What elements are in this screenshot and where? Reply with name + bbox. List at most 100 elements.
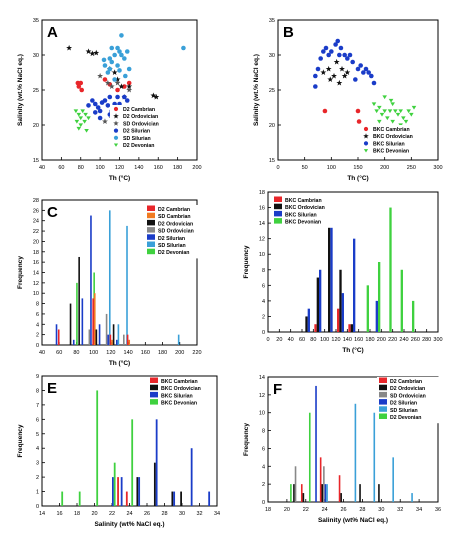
data-point	[82, 119, 87, 124]
y-tick-label: 14	[33, 271, 39, 277]
legend-label: BKC Devonian	[285, 220, 321, 226]
x-tick-label: 16	[56, 511, 62, 517]
data-point	[336, 79, 343, 86]
x-tick-label: 200	[192, 165, 201, 171]
data-point	[341, 72, 348, 79]
data-point	[66, 44, 73, 51]
bar	[314, 324, 317, 332]
y-tick-label: 16	[259, 206, 265, 212]
panel-label: B	[283, 24, 294, 41]
legend-box	[148, 377, 210, 409]
x-axis-label: Th (°C)	[347, 174, 368, 182]
bar	[153, 462, 156, 506]
data-point	[350, 59, 355, 65]
bar	[98, 324, 101, 345]
data-point	[377, 119, 382, 124]
x-tick-label: 40	[288, 337, 294, 343]
legend-swatch	[379, 377, 387, 383]
data-point	[327, 76, 334, 83]
bar	[341, 293, 344, 332]
data-point	[102, 98, 108, 103]
bar	[117, 324, 120, 345]
data-point	[126, 66, 132, 72]
data-point	[78, 116, 84, 121]
bar	[308, 412, 311, 502]
data-point	[342, 52, 347, 58]
x-tick-label: 100	[320, 337, 329, 343]
y-tick-label: 6	[262, 283, 265, 289]
y-tick-label: 14	[259, 375, 265, 381]
bar	[366, 285, 369, 332]
data-point	[366, 70, 371, 75]
x-tick-label: 22	[303, 507, 309, 513]
data-point	[337, 52, 342, 58]
data-point	[123, 73, 128, 79]
bar	[57, 329, 60, 345]
y-axis-label: Frequency	[243, 423, 250, 456]
bar	[190, 448, 193, 506]
y-tick-label: 16	[33, 260, 39, 266]
data-point	[79, 87, 85, 93]
bar	[328, 199, 331, 332]
bar	[338, 475, 341, 502]
data-point	[124, 49, 130, 54]
x-tick-label: 80	[310, 337, 316, 343]
legend-label: BKC Ordovician	[285, 205, 325, 211]
data-point	[73, 109, 79, 114]
data-point	[111, 69, 118, 76]
y-tick-label: 3	[36, 461, 39, 467]
y-tick-label: 9	[36, 374, 39, 380]
data-point	[92, 101, 98, 107]
x-tick-label: 100	[89, 350, 98, 356]
y-tick-label: 20	[33, 123, 39, 129]
y-tick-label: 35	[269, 18, 275, 24]
bar	[378, 484, 380, 502]
legend-label: D2 Silurian	[390, 401, 417, 407]
bar	[389, 207, 392, 332]
data-point	[84, 128, 89, 133]
legend-swatch	[147, 248, 155, 255]
bar	[354, 403, 357, 502]
legend-label: D2 Silurian	[123, 129, 150, 135]
data-point	[355, 66, 361, 72]
bar	[113, 462, 116, 506]
x-tick-label: 180	[158, 350, 167, 356]
bar	[112, 477, 114, 506]
y-tick-label: 8	[262, 429, 265, 435]
data-point	[104, 79, 111, 86]
y-tick-label: 12	[33, 281, 39, 287]
data-point	[326, 52, 331, 58]
data-point	[323, 45, 329, 51]
y-tick-label: 2	[36, 475, 39, 481]
bar	[180, 491, 182, 506]
legend-box	[360, 125, 422, 157]
data-point	[369, 73, 374, 79]
data-point	[76, 126, 82, 131]
data-point	[355, 108, 361, 114]
legend-label: BKC Cambrian	[161, 379, 198, 385]
bar	[375, 300, 378, 332]
x-tick-label: 40	[39, 350, 45, 356]
legend-swatch	[274, 203, 282, 210]
data-point	[379, 112, 385, 117]
data-point	[109, 59, 115, 65]
data-point	[90, 98, 95, 103]
y-tick-label: 8	[36, 388, 39, 394]
bar	[69, 303, 72, 345]
data-point	[93, 49, 100, 56]
panel-d: D020406080100120140160180200220240260280…	[243, 190, 443, 354]
bar	[321, 484, 324, 502]
y-tick-label: 25	[269, 88, 275, 94]
bar	[330, 215, 333, 332]
legend-label: D2 Ordovician	[158, 221, 193, 227]
data-point	[115, 94, 120, 100]
y-tick-label: 7	[36, 403, 39, 409]
x-tick-label: 80	[73, 350, 79, 356]
legend-label: D2 Devonian	[123, 143, 154, 149]
bar	[400, 269, 403, 332]
bar	[55, 324, 58, 345]
x-tick-label: 14	[39, 511, 45, 517]
legend-label: D2 Cambrian	[158, 207, 190, 213]
panel-label: F	[273, 381, 282, 398]
